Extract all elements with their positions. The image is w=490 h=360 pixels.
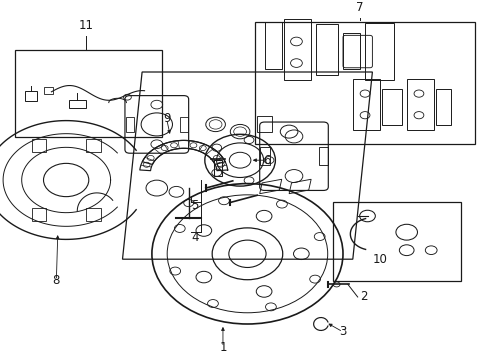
- Text: 11: 11: [78, 19, 93, 32]
- Bar: [214, 160, 222, 176]
- Bar: [255, 22, 475, 144]
- Bar: [24, 91, 37, 101]
- Bar: [86, 139, 100, 152]
- Bar: [343, 33, 360, 69]
- Bar: [333, 202, 461, 281]
- Text: 4: 4: [191, 231, 199, 244]
- Bar: [69, 100, 86, 108]
- Text: 5: 5: [191, 199, 199, 212]
- Bar: [126, 117, 134, 132]
- Bar: [382, 89, 402, 125]
- Bar: [32, 208, 47, 221]
- Text: 2: 2: [360, 291, 368, 303]
- Bar: [260, 147, 270, 165]
- Bar: [353, 79, 380, 130]
- Bar: [265, 22, 282, 69]
- Bar: [257, 117, 272, 132]
- Bar: [284, 19, 311, 80]
- Bar: [316, 24, 338, 75]
- Text: 6: 6: [263, 154, 271, 167]
- Bar: [32, 139, 47, 152]
- Bar: [365, 23, 394, 80]
- Bar: [15, 50, 162, 137]
- Text: 10: 10: [372, 253, 387, 266]
- Bar: [180, 117, 188, 132]
- Bar: [44, 87, 53, 94]
- Text: 3: 3: [339, 325, 347, 338]
- Text: 7: 7: [356, 1, 364, 14]
- Bar: [318, 147, 328, 165]
- Bar: [407, 79, 434, 130]
- Text: 9: 9: [163, 112, 171, 125]
- Bar: [86, 208, 100, 221]
- Text: 8: 8: [52, 274, 60, 287]
- Bar: [436, 89, 451, 125]
- Text: 1: 1: [219, 341, 227, 354]
